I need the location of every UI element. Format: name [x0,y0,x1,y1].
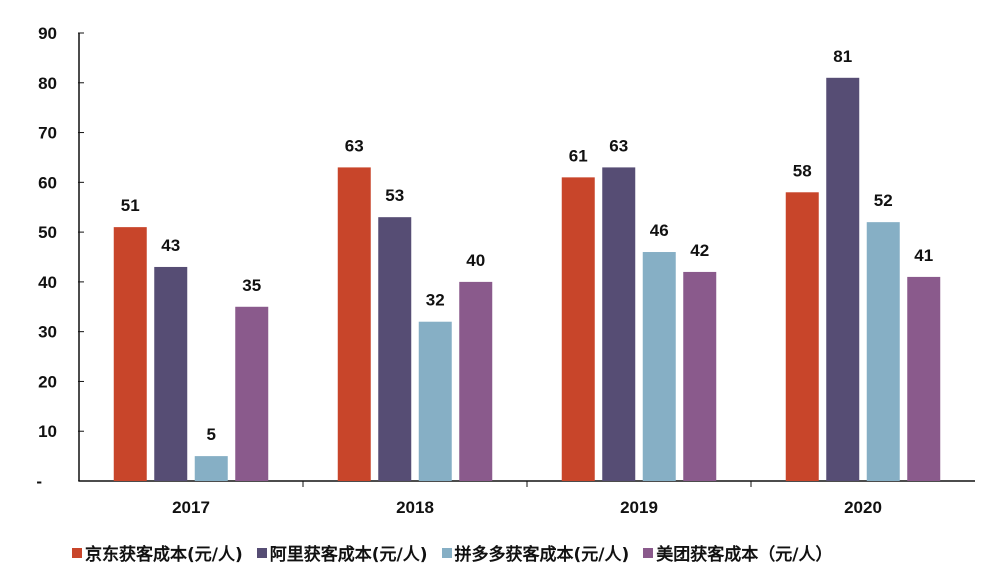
bar [785,192,819,482]
y-tick-label: 70 [38,124,57,143]
bar [907,276,941,481]
data-label: 63 [345,136,364,155]
bar-chart: - 10 20 30 40 50 60 70 80 90 2017 51 43 5 35 2018 63 53 32… [36,24,975,517]
bar [235,306,269,481]
legend-item: 京东获客成本(元/人) [72,540,243,565]
data-label: 5 [207,425,216,444]
legend-label: 拼多多获客成本(元/人) [454,545,630,565]
legend-item: 美团获客成本（元/人） [643,540,832,565]
legend-label: 阿里获客成本(元/人) [269,545,428,565]
legend-swatch [643,547,654,558]
bar [561,177,595,481]
bar [642,252,676,481]
legend-item: 拼多多获客成本(元/人) [441,540,630,565]
data-label: 52 [874,191,893,210]
data-label: 81 [833,47,852,66]
bar [113,227,147,481]
y-tick-label: 50 [38,223,57,242]
data-label: 53 [385,186,404,205]
data-label: 43 [161,236,180,255]
y-tick-label: 60 [38,173,57,192]
data-label: 32 [426,291,445,310]
y-tick-label: 30 [38,323,57,342]
x-tick-label: 2020 [844,498,882,517]
data-label: 42 [690,241,709,260]
y-tick-label: - [36,472,42,491]
bar [602,167,636,481]
legend: 京东获客成本(元/人) 阿里获客成本(元/人) 拼多多获客成本(元/人) 美团获客成本… [72,540,832,565]
data-label: 63 [609,136,628,155]
bar [683,271,717,481]
data-label: 51 [121,196,140,215]
data-label: 35 [242,276,261,295]
legend-item: 阿里获客成本(元/人) [256,540,428,565]
data-label: 58 [793,161,812,180]
x-tick-label: 2018 [396,498,434,517]
y-tick-label: 10 [38,422,57,441]
x-tick-label: 2019 [620,498,658,517]
legend-label: 京东获客成本(元/人) [85,545,243,565]
legend-swatch [256,547,267,558]
bar [459,281,493,481]
data-label: 40 [466,251,485,270]
data-label: 46 [650,221,669,240]
y-tick-label: 90 [38,24,57,43]
legend-label: 美团获客成本（元/人） [656,545,833,565]
bar [194,456,228,481]
bar [378,217,412,481]
legend-swatch [72,547,82,558]
bar [826,77,860,482]
y-tick-label: 40 [38,273,57,292]
bar [418,321,452,481]
bar [866,222,900,481]
data-label: 61 [569,146,588,165]
y-tick-label: 80 [38,74,57,93]
bar [337,167,371,481]
bar [154,266,188,481]
data-label: 41 [914,246,933,265]
y-tick-label: 20 [38,372,57,391]
legend-swatch [441,547,452,558]
x-tick-label: 2017 [172,498,210,517]
